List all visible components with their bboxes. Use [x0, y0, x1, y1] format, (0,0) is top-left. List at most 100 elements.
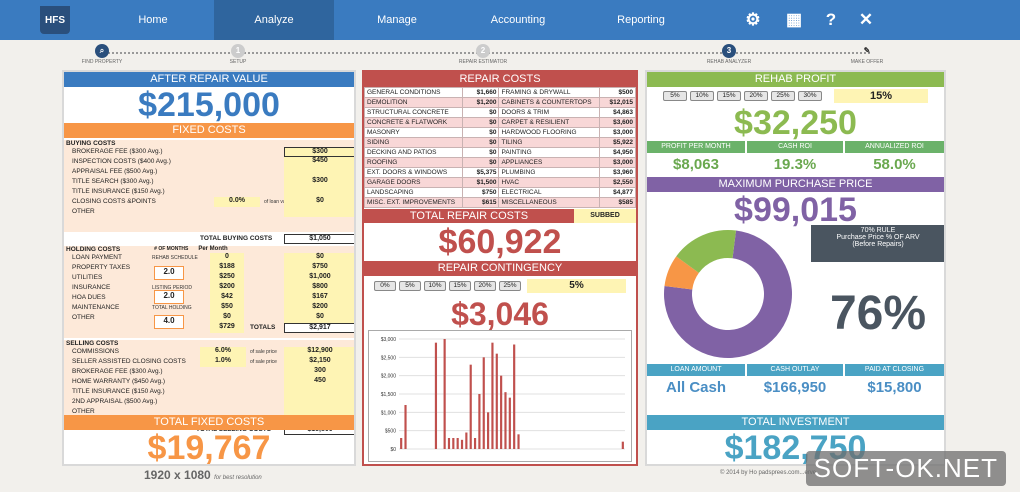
buying-value-input[interactable]	[284, 167, 354, 177]
repair-item-value[interactable]: $4,863	[599, 107, 636, 118]
selling-value-input[interactable]: $2,150	[284, 357, 354, 367]
repair-item-value[interactable]: $0	[462, 157, 500, 168]
repair-item-value[interactable]: $1,200	[462, 97, 500, 108]
closing-pct-input[interactable]: 0.0%	[214, 197, 260, 207]
per-month-input[interactable]: $250	[210, 273, 244, 283]
buying-value-input[interactable]	[284, 187, 354, 197]
donut-slice-purchase	[664, 230, 792, 358]
step-repair-estimator[interactable]: 2 REPAIR ESTIMATOR	[458, 44, 508, 65]
calculator-icon[interactable]: ▦	[785, 10, 803, 29]
per-month-input[interactable]: $42	[210, 293, 244, 303]
selling-value-input[interactable]: 450	[284, 377, 354, 387]
selling-value-input[interactable]	[284, 407, 354, 417]
buying-value-input[interactable]: $300	[284, 177, 354, 187]
repair-item-value[interactable]: $3,000	[599, 157, 636, 168]
selling-value-input[interactable]	[284, 387, 354, 397]
repair-item-value[interactable]: $1,660	[462, 87, 500, 98]
contingency-button[interactable]: 15%	[449, 281, 471, 291]
contingency-pct[interactable]: 5%	[527, 279, 626, 293]
profit-button[interactable]: 20%	[744, 91, 768, 101]
selling-value-input[interactable]: $12,900	[284, 347, 354, 357]
arv-value[interactable]: $215,000	[138, 86, 280, 124]
max-price-value[interactable]: $99,015	[734, 191, 857, 229]
per-month-input[interactable]: $200	[210, 283, 244, 293]
holding-value: $200	[284, 303, 354, 313]
repair-item-value[interactable]: $5,922	[599, 137, 636, 148]
profit-kpis: PROFIT PER MONTH $8,063 CASH ROI 19.3% ANN…	[647, 141, 944, 177]
listing-months-input[interactable]: 2.0	[154, 290, 184, 304]
rehab-profit-value[interactable]: $32,250	[734, 104, 857, 142]
repair-item-value[interactable]: $3,960	[599, 167, 636, 178]
help-icon[interactable]: ?	[825, 10, 837, 29]
contingency-button[interactable]: 25%	[499, 281, 521, 291]
contingency-button[interactable]: 20%	[474, 281, 496, 291]
paid-at-closing: PAID AT CLOSING $15,800	[845, 364, 944, 396]
close-icon[interactable]: ✕	[858, 10, 874, 29]
repair-item-value[interactable]: $750	[462, 187, 500, 198]
chart-bar	[508, 397, 511, 449]
repair-item-value[interactable]: $1,500	[462, 177, 500, 188]
rehab-months-input[interactable]: 2.0	[154, 266, 184, 280]
profit-pct[interactable]: 15%	[834, 89, 928, 103]
repair-item-value[interactable]: $0	[462, 107, 500, 118]
subbed-badge[interactable]: SUBBED	[574, 209, 636, 223]
repair-item-value[interactable]: $500	[599, 87, 636, 98]
nav-manage[interactable]: Manage	[377, 14, 417, 26]
gear-icon[interactable]: ⚙	[745, 10, 761, 29]
per-month-input[interactable]: $0	[210, 313, 244, 323]
nav-home[interactable]: Home	[138, 14, 168, 26]
total-fixed-value[interactable]: $19,767	[147, 429, 271, 466]
step-rehab-analyzer[interactable]: 3 REHAB ANALYZER	[706, 44, 752, 65]
step-make-offer[interactable]: ✎ MAKE OFFER	[850, 46, 884, 65]
loan-label: LOAN AMOUNT	[647, 364, 745, 376]
contingency-button[interactable]: 0%	[374, 281, 396, 291]
selling-value-input[interactable]	[284, 397, 354, 407]
repair-item-value[interactable]: $3,000	[599, 127, 636, 138]
repair-item-value[interactable]: $615	[462, 197, 500, 208]
repair-item-value[interactable]: $5,375	[462, 167, 500, 178]
repair-item-value[interactable]: $4,950	[599, 147, 636, 158]
repair-item-value[interactable]: $2,550	[599, 177, 636, 188]
per-month-input[interactable]: $50	[210, 303, 244, 313]
profit-button[interactable]: 15%	[717, 91, 741, 101]
per-month-input[interactable]: 0	[210, 253, 244, 263]
repair-item-value[interactable]: $0	[462, 127, 500, 138]
repair-item-value[interactable]: $0	[462, 137, 500, 148]
total-repair-value[interactable]: $60,922	[438, 223, 562, 261]
nav-reporting[interactable]: Reporting	[617, 14, 665, 26]
nav-accounting[interactable]: Accounting	[490, 14, 546, 26]
profit-button[interactable]: 10%	[690, 91, 714, 101]
nav-analyze[interactable]: Analyze	[214, 0, 334, 40]
repair-item-value[interactable]: $0	[462, 117, 500, 128]
repair-item-value[interactable]: $3,600	[599, 117, 636, 128]
profit-button[interactable]: 5%	[663, 91, 687, 101]
repair-item-value[interactable]: $12,015	[599, 97, 636, 108]
row-label: INSURANCE	[72, 284, 111, 291]
rule-value[interactable]: 76%	[829, 287, 927, 340]
y-tick-label: $2,000	[381, 374, 397, 380]
buying-value-input[interactable]: $0	[284, 197, 354, 207]
per-month-input[interactable]: $188	[210, 263, 244, 273]
buying-value-input[interactable]: $300	[284, 147, 354, 157]
repair-item-label: CARPET & RESILIENT	[498, 117, 600, 128]
repair-item-value[interactable]: $4,877	[599, 187, 636, 198]
repair-item-value[interactable]: $0	[462, 147, 500, 158]
selling-pct-input[interactable]: 1.0%	[200, 357, 246, 367]
repair-item-value[interactable]: $585	[599, 197, 636, 208]
step-find-property[interactable]: ⌕ FIND PROPERTY	[81, 44, 123, 65]
selling-pct-input[interactable]: 6.0%	[200, 347, 246, 357]
buying-value-input[interactable]	[284, 207, 354, 217]
repair-item-label: DOORS & TRIM	[498, 107, 600, 118]
contingency-value[interactable]: $3,046	[451, 296, 549, 332]
hfs-logo[interactable]: HFS	[40, 6, 70, 34]
profit-button[interactable]: 25%	[771, 91, 795, 101]
repair-item-label: MASONRY	[364, 127, 464, 138]
step-setup[interactable]: 1 SETUP	[229, 44, 247, 65]
contingency-button[interactable]: 5%	[399, 281, 421, 291]
contingency-button[interactable]: 10%	[424, 281, 446, 291]
profit-button[interactable]: 30%	[798, 91, 822, 101]
selling-value-input[interactable]: 300	[284, 367, 354, 377]
total-buying-value: $1,050	[284, 234, 354, 244]
chart-bar	[400, 438, 403, 449]
buying-value-input[interactable]: $450	[284, 157, 354, 167]
